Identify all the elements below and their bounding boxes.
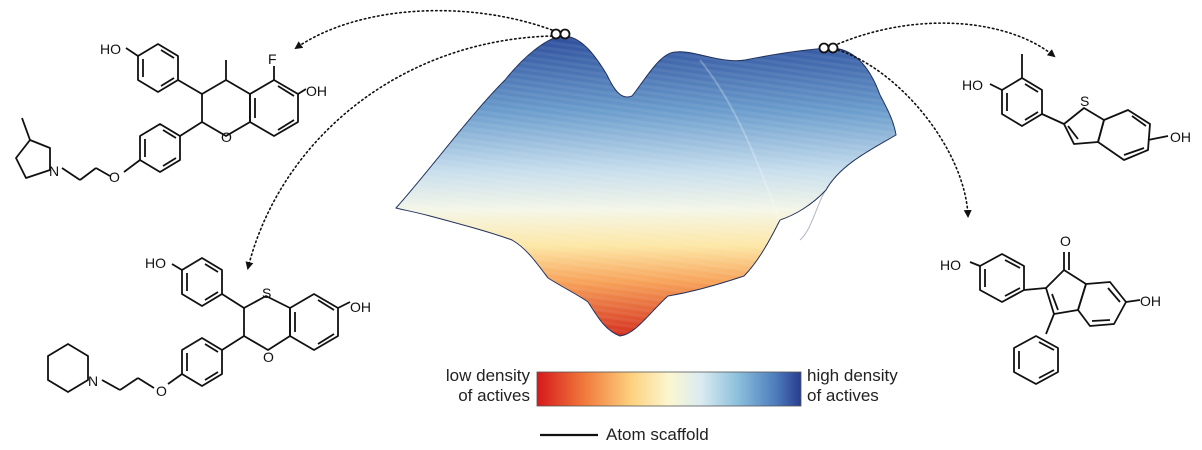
high-density-line2: of actives [807,386,879,405]
atom-label: HO [100,41,121,57]
atom-label: O [156,383,167,399]
atom-label: F [268,51,277,67]
atom-label: S [262,285,271,301]
atom-label: OH [306,83,327,99]
atom-label: O [1060,233,1071,249]
high-density-label: high density of actives [807,366,947,406]
activity-landscape [395,35,897,337]
atom-label: N [49,163,59,179]
molecule-bottom-right-labels: HO O OH [940,233,1161,309]
molecule-top-left-labels: HO F OH O O N [49,41,327,185]
atom-label: O [263,349,274,365]
molecule-bottom-left-labels: HO S OH O O N [88,255,371,399]
ridge-line [699,59,781,221]
high-density-line1: high density [807,366,898,385]
peak-marker-right [818,42,839,54]
atom-label: S [1080,93,1089,109]
atom-label: HO [962,77,983,93]
atom-label: HO [145,255,166,271]
molecule-top-right-labels: HO S OH [962,77,1191,145]
arrow-to-top-right-molecule [837,22,1056,58]
atom-label: O [109,169,120,185]
density-colorbar [536,371,802,407]
ridge-line [799,189,827,241]
atom-label: N [88,373,98,389]
low-density-line2: of actives [458,386,530,405]
atom-label: O [221,129,232,145]
peak-marker-left [550,28,571,40]
molecule-top-right [989,54,1169,161]
atom-label: HO [940,257,961,273]
atom-label: OH [1170,129,1191,145]
arrow-to-bottom-left-molecule [245,35,553,270]
molecule-bottom-right [969,252,1141,385]
molecule-top-left [15,43,307,181]
atom-scaffold-label: Atom scaffold [606,425,709,444]
molecule-bottom-left [47,257,351,393]
arrow-to-top-left-molecule [294,9,553,50]
low-density-label: low density of actives [410,366,530,406]
arrow-to-bottom-right-molecule [837,49,972,218]
atom-label: OH [1140,293,1161,309]
low-density-line1: low density [445,366,530,385]
landscape-texture [396,35,896,336]
atom-label: OH [350,299,371,315]
